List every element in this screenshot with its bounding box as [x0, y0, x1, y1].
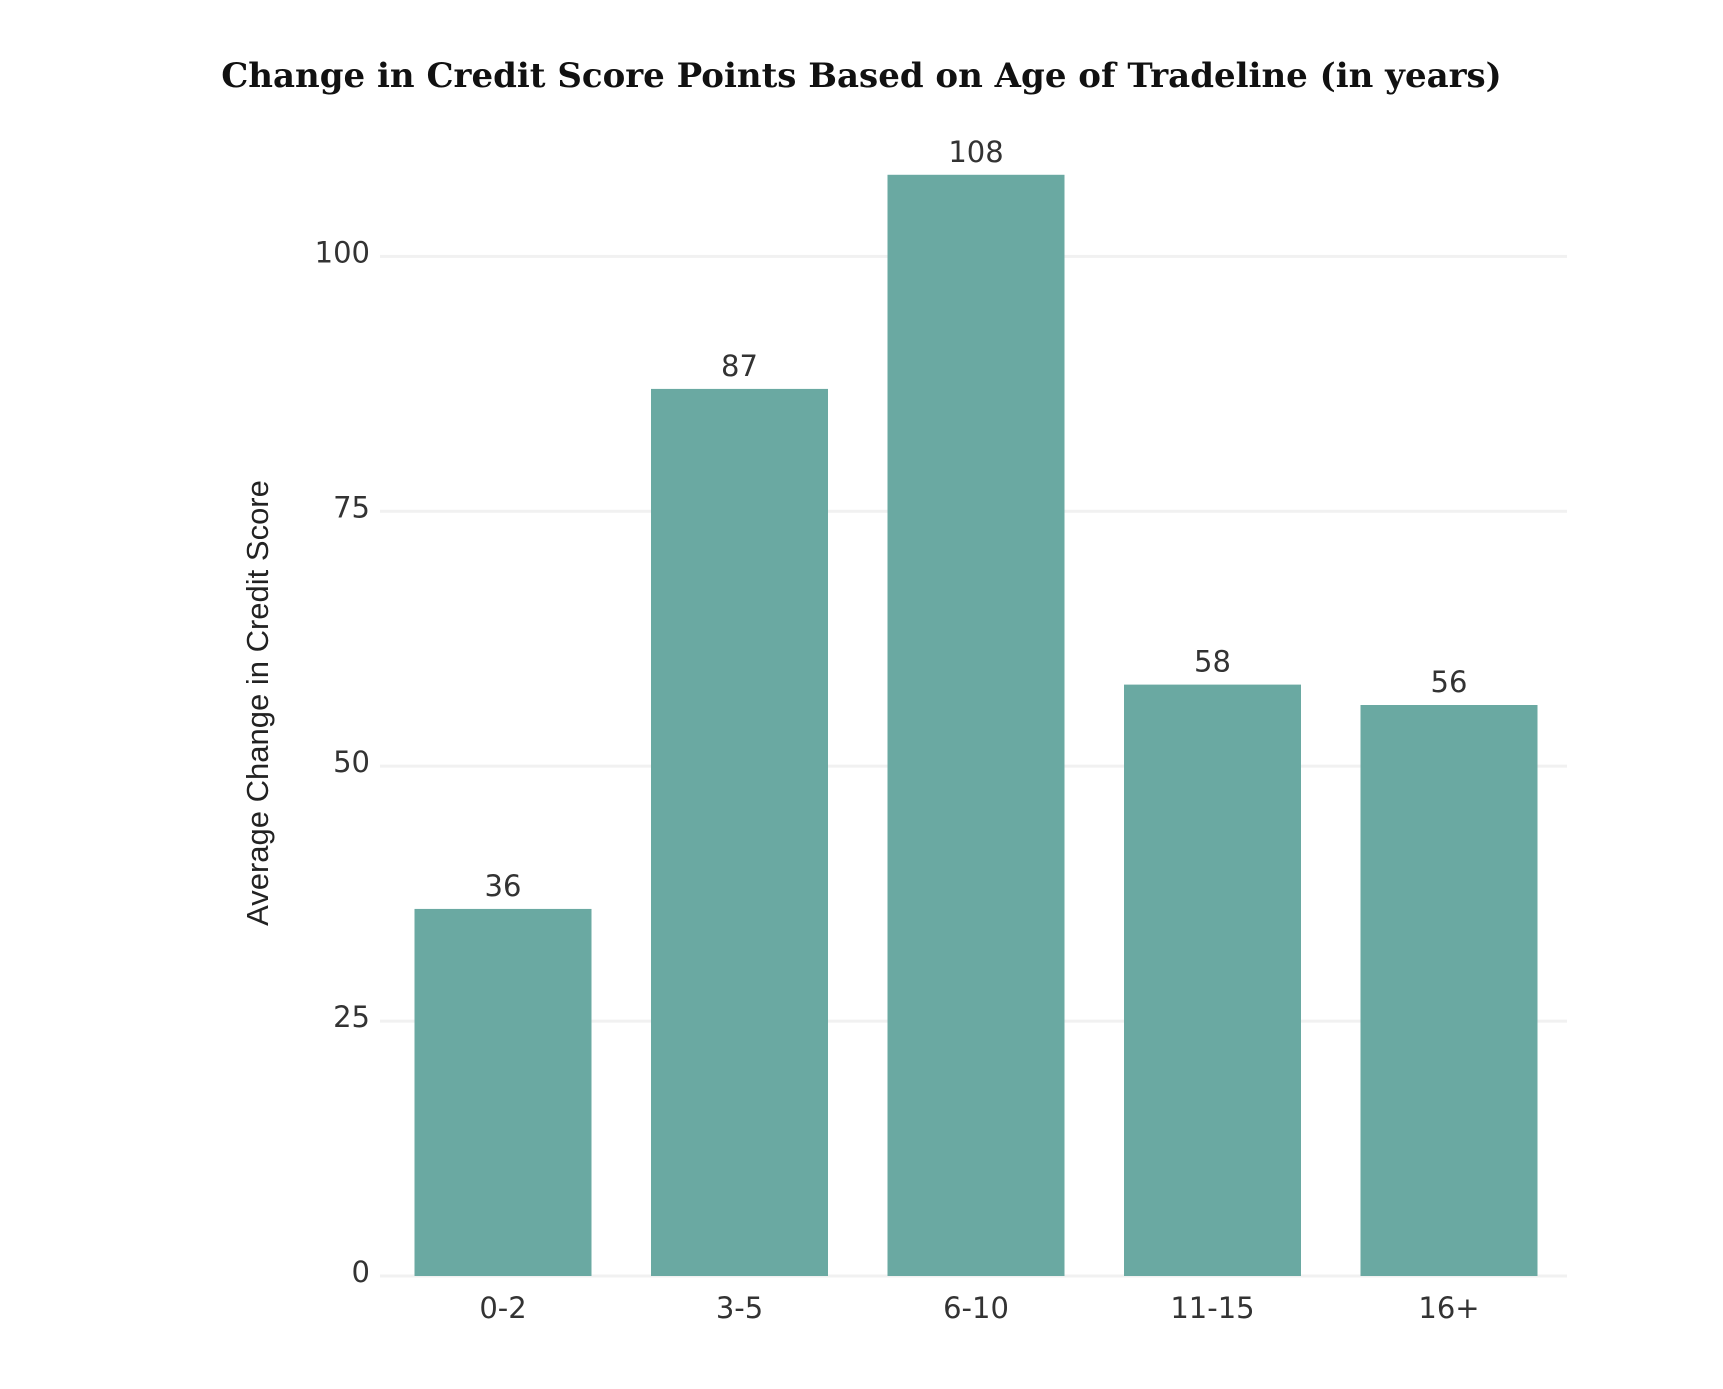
- y-tick-label-50: 50: [333, 745, 370, 779]
- bar-3-5: [651, 388, 828, 1276]
- y-tick-label-0: 0: [352, 1255, 370, 1289]
- bar-6-10: [887, 174, 1065, 1276]
- data-labels: 36 87 108 58 56: [485, 135, 1468, 903]
- data-label-6-10: 108: [948, 135, 1003, 169]
- x-tick-label-11-15: 11-15: [1170, 1291, 1254, 1325]
- bar-0-2: [414, 908, 592, 1276]
- bar-11-15: [1124, 684, 1301, 1276]
- x-tick-label-16+: 16+: [1418, 1291, 1479, 1325]
- x-axis: 0-2 3-5 6-10 11-15 16+: [479, 1291, 1479, 1325]
- y-axis-title: Average Change in Credit Score: [240, 480, 275, 926]
- x-tick-label-0-2: 0-2: [479, 1291, 526, 1325]
- data-label-0-2: 36: [485, 869, 522, 903]
- y-tick-label-25: 25: [333, 1000, 370, 1034]
- y-tick-label-75: 75: [333, 490, 370, 524]
- x-tick-label-3-5: 3-5: [716, 1291, 763, 1325]
- chart-title: Change in Credit Score Points Based on A…: [221, 56, 1502, 96]
- bar-16+: [1360, 705, 1538, 1276]
- data-label-3-5: 87: [721, 349, 758, 383]
- data-label-16+: 56: [1431, 665, 1468, 699]
- y-tick-label-100: 100: [315, 235, 370, 269]
- y-axis: 0 25 50 75 100: [315, 235, 370, 1289]
- data-label-11-15: 58: [1194, 645, 1231, 679]
- bars: [414, 174, 1538, 1276]
- x-tick-label-6-10: 6-10: [943, 1291, 1009, 1325]
